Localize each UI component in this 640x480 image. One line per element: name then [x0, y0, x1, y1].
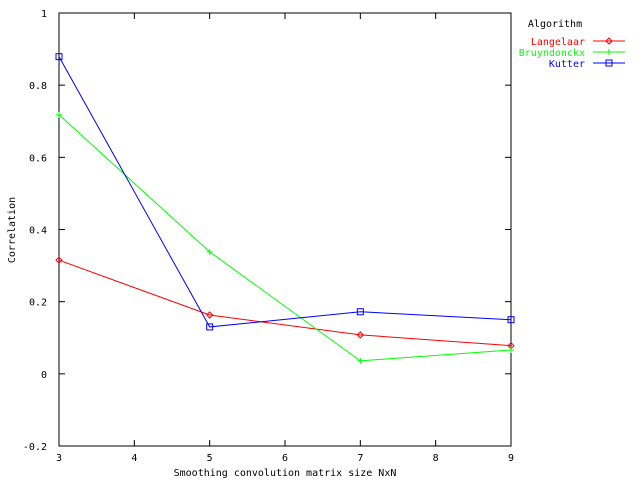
- series-line: [58, 259, 512, 347]
- series-line: [58, 114, 512, 362]
- y-tick-label: 0.4: [29, 226, 47, 237]
- series-langelaar: [55, 256, 515, 350]
- x-tick-label: 5: [207, 453, 213, 464]
- x-axis-label: Smoothing convolution matrix size NxN: [174, 468, 397, 479]
- data-point: [55, 256, 63, 264]
- data-point: [605, 59, 613, 67]
- series-bruyndonckx: [56, 111, 514, 364]
- x-tick-label: 8: [433, 453, 439, 464]
- y-tick-label: 0.6: [29, 153, 47, 164]
- x-tick-label: 9: [508, 453, 514, 464]
- x-tick-label: 4: [131, 453, 137, 464]
- x-tick-label: 7: [357, 453, 363, 464]
- data-point: [56, 111, 62, 118]
- data-point: [508, 347, 514, 354]
- series-group: [55, 53, 515, 364]
- data-point: [356, 331, 365, 339]
- x-tick-label: 3: [56, 453, 62, 464]
- y-tick-label: 1: [41, 9, 47, 20]
- data-point: [357, 357, 364, 364]
- legend-label: Langelaar: [531, 37, 585, 48]
- series-line: [58, 56, 512, 328]
- data-point: [507, 316, 515, 324]
- data-point: [206, 248, 213, 255]
- data-point: [55, 53, 63, 61]
- legend-label: Bruyndonckx: [519, 48, 585, 59]
- data-point: [205, 311, 214, 319]
- axes: -0.2 0 0.2 0.4 0.6 0.8 1 3 4 5 6 7 8 9: [23, 9, 514, 464]
- y-axis-label: Correlation: [7, 197, 18, 263]
- y-tick-label: 0: [41, 370, 47, 381]
- plot-frame: [58, 12, 512, 447]
- series-kutter: [55, 53, 515, 331]
- data-point: [606, 49, 612, 55]
- data-point: [206, 323, 214, 331]
- y-tick-label: 0.2: [29, 298, 47, 309]
- y-tick-label: 0.8: [29, 81, 47, 92]
- y-tick-label: -0.2: [23, 442, 47, 453]
- legend-label: Kutter: [549, 59, 585, 70]
- data-point: [605, 37, 613, 45]
- x-tick-label: 6: [282, 453, 288, 464]
- data-point: [356, 308, 364, 316]
- legend-title: Algorithm: [528, 19, 582, 30]
